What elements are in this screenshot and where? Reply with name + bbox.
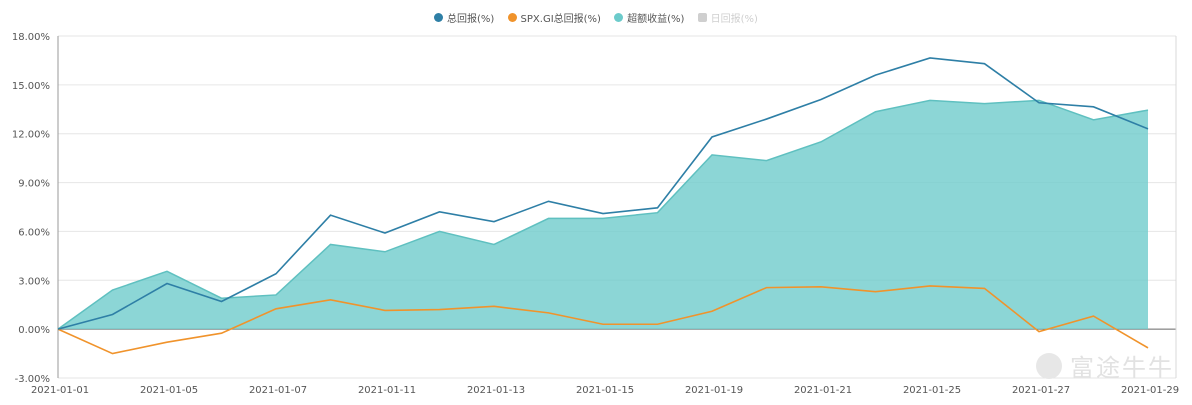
watermark-text: 富途牛牛 xyxy=(1070,354,1174,382)
x-tick-label: 2021-01-01 xyxy=(31,385,89,396)
legend-item-total-return[interactable]: 总回报(%) xyxy=(434,10,494,25)
legend-spx-return-label: SPX.GI总回报(%) xyxy=(520,14,601,25)
y-tick-label: 0.00% xyxy=(18,325,50,336)
x-tick-label: 2021-01-25 xyxy=(903,385,961,396)
legend-excess-return-marker xyxy=(614,13,624,22)
futu-logo-icon xyxy=(1036,352,1062,379)
legend-excess-return-label: 超额收益(%) xyxy=(627,14,685,25)
y-tick-label: 3.00% xyxy=(18,276,50,287)
x-tick-label: 2021-01-05 xyxy=(140,385,198,396)
legend-daily-return-marker xyxy=(697,13,707,22)
y-tick-label: 18.00% xyxy=(12,32,50,43)
x-tick-label: 2021-01-19 xyxy=(685,385,743,396)
legend-total-return-label: 总回报(%) xyxy=(447,14,495,25)
y-tick-label: -3.00% xyxy=(15,374,50,385)
watermark: 富途牛牛 xyxy=(1036,348,1174,383)
legend-item-excess-return[interactable]: 超额收益(%) xyxy=(614,10,684,25)
x-tick-label: 2021-01-29 xyxy=(1121,385,1179,396)
legend-item-spx-return[interactable]: SPX.GI总回报(%) xyxy=(507,10,601,25)
x-tick-label: 2021-01-15 xyxy=(576,385,634,396)
series-line-total-return xyxy=(57,57,1149,330)
series-area-excess-return xyxy=(58,100,1148,330)
chart-legend: 总回报(%) SPX.GI总回报(%) 超额收益(%) 日回报(%) xyxy=(0,10,1192,25)
series-line-spx-return xyxy=(57,285,1149,355)
y-tick-label: 12.00% xyxy=(12,130,50,141)
legend-daily-return-label: 日回报(%) xyxy=(710,14,758,25)
legend-item-daily-return[interactable]: 日回报(%) xyxy=(697,10,758,25)
x-tick-label: 2021-01-21 xyxy=(794,385,852,396)
x-tick-label: 2021-01-11 xyxy=(358,385,416,396)
y-tick-label: 9.00% xyxy=(18,179,50,190)
x-tick-label: 2021-01-13 xyxy=(467,385,525,396)
x-tick-label: 2021-01-27 xyxy=(1012,385,1070,396)
x-tick-label: 2021-01-07 xyxy=(249,385,307,396)
series-line-excess-return xyxy=(57,99,1149,330)
y-tick-label: 15.00% xyxy=(12,81,50,92)
y-tick-label: 6.00% xyxy=(18,227,50,238)
legend-spx-return-marker xyxy=(507,13,517,22)
legend-total-return-marker xyxy=(434,13,444,22)
